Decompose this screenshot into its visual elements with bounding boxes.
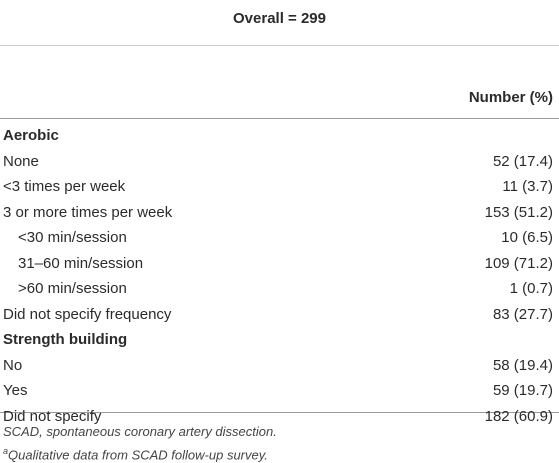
row-value: 1 (0.7) — [509, 280, 553, 297]
row-label: Yes — [3, 382, 28, 399]
section-heading: Aerobic — [3, 127, 59, 144]
section-heading: Strength building — [3, 331, 128, 348]
row-label: None — [3, 152, 39, 170]
row-value: 182 (60.9) — [484, 407, 553, 425]
row-value: 58 (19.4) — [492, 356, 553, 374]
footnote: SCAD, spontaneous coronary artery dissec… — [3, 424, 277, 439]
rule — [0, 118, 559, 119]
table-header: Overall = 299 — [233, 10, 326, 27]
row-value: 11 (3.7) — [502, 178, 553, 195]
row-label: 31–60 min/session — [18, 254, 144, 272]
row-value: 52 (17.4) — [492, 152, 553, 170]
footnote-marker: a — [3, 446, 9, 456]
footnote-text: SCAD, spontaneous coronary artery dissec… — [3, 424, 277, 439]
row-label: No — [3, 356, 23, 374]
row-value: 59 (19.7) — [492, 382, 553, 399]
row-label: Did not specify — [3, 407, 102, 425]
row-label: 3 or more times per week — [3, 203, 173, 221]
row-value: 83 (27.7) — [492, 305, 553, 323]
row-label: <30 min/session — [18, 229, 127, 246]
rule — [0, 45, 559, 46]
rule — [0, 412, 559, 413]
row-value: 153 (51.2) — [484, 203, 553, 221]
row-label: >60 min/session — [18, 280, 127, 297]
footnote-text: Qualitative data from SCAD follow-up sur… — [8, 447, 268, 463]
column-header: Number (%) — [468, 89, 553, 106]
row-value: 10 (6.5) — [501, 229, 553, 246]
row-label: Did not specify frequency — [3, 305, 172, 323]
row-label: <3 times per week — [3, 178, 126, 195]
footnote: aQualitative data from SCAD follow-up su… — [3, 446, 268, 462]
row-value: 109 (71.2) — [484, 254, 553, 272]
